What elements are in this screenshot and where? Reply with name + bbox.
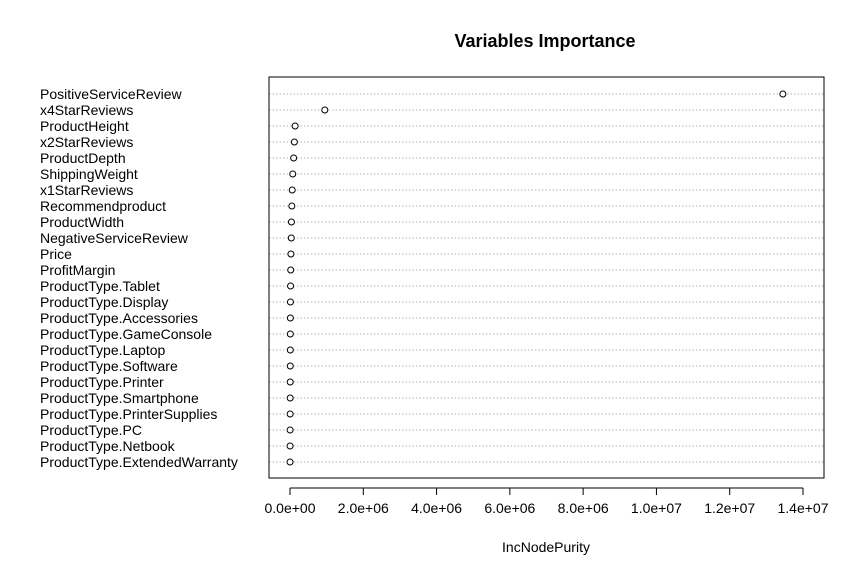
data-point	[291, 122, 299, 130]
data-point	[290, 154, 298, 162]
category-label: NegativeServiceReview	[40, 230, 189, 246]
category-label: ProductType.Software	[40, 358, 178, 374]
data-point	[286, 314, 294, 322]
data-point	[286, 346, 294, 354]
data-points	[286, 90, 787, 466]
category-label: ProductType.Accessories	[40, 310, 198, 326]
category-label: ProductType.Tablet	[40, 278, 160, 294]
data-point	[286, 426, 294, 434]
category-label: x2StarReviews	[40, 134, 133, 150]
plot-frame	[268, 76, 825, 479]
data-point	[286, 298, 294, 306]
data-point	[286, 330, 294, 338]
category-labels: PositiveServiceReviewx4StarReviewsProduc…	[40, 86, 238, 470]
data-point	[286, 362, 294, 370]
data-point	[286, 378, 294, 386]
category-label: ProductDepth	[40, 150, 126, 166]
data-point	[288, 186, 296, 194]
data-point	[321, 106, 329, 114]
category-label: ProfitMargin	[40, 262, 115, 278]
category-label: ProductType.Laptop	[40, 342, 166, 358]
x-axis: 0.0e+00 2.0e+06 4.0e+06 6.0e+06 8.0e+06 1.0e+…	[265, 487, 829, 516]
data-point	[286, 410, 294, 418]
data-point	[287, 250, 295, 258]
category-label: ProductType.Display	[40, 294, 168, 310]
category-label: ShippingWeight	[40, 166, 138, 182]
x-tick-label: 1.0e+07	[631, 500, 682, 516]
x-tick-label: 4.0e+06	[411, 500, 462, 516]
x-tick-label: 8.0e+06	[558, 500, 609, 516]
data-point	[779, 90, 787, 98]
data-point	[290, 138, 298, 146]
x-tick-label: 6.0e+06	[484, 500, 535, 516]
data-point	[287, 218, 295, 226]
data-point	[286, 394, 294, 402]
data-point	[287, 266, 295, 274]
category-label: ProductHeight	[40, 118, 129, 134]
category-label: ProductWidth	[40, 214, 124, 230]
category-label: ProductType.Netbook	[40, 438, 176, 454]
category-label: ProductType.Printer	[40, 374, 164, 390]
chart-title: Variables Importance	[454, 31, 635, 51]
category-label: ProductType.GameConsole	[40, 326, 212, 342]
x-axis-title: IncNodePurity	[502, 539, 590, 555]
data-point	[288, 202, 296, 210]
x-tick-label: 0.0e+00	[265, 500, 316, 516]
category-label: Price	[40, 246, 72, 262]
x-tick-label: 2.0e+06	[338, 500, 389, 516]
category-label: ProductType.PC	[40, 422, 142, 438]
data-point	[286, 458, 294, 466]
x-tick-label: 1.4e+07	[778, 500, 829, 516]
category-label: PositiveServiceReview	[40, 86, 182, 102]
category-label: x4StarReviews	[40, 102, 133, 118]
category-label: ProductType.PrinterSupplies	[40, 406, 217, 422]
data-point	[286, 442, 294, 450]
x-tick-label: 1.2e+07	[704, 500, 755, 516]
data-point	[287, 234, 295, 242]
data-point	[287, 282, 295, 290]
data-point	[289, 170, 297, 178]
category-label: ProductType.Smartphone	[40, 390, 199, 406]
gridlines	[269, 93, 824, 463]
category-label: Recommendproduct	[40, 198, 166, 214]
category-label: x1StarReviews	[40, 182, 133, 198]
category-label: ProductType.ExtendedWarranty	[40, 454, 238, 470]
